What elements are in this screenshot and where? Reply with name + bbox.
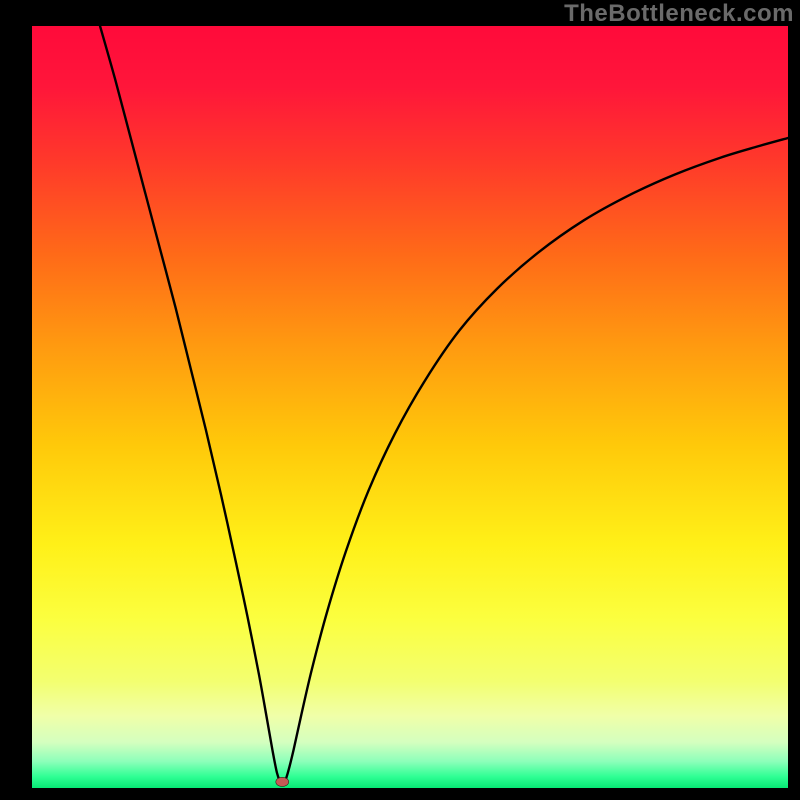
bottleneck-chart (0, 0, 800, 800)
watermark-text: TheBottleneck.com (564, 0, 794, 28)
bottleneck-marker (276, 777, 289, 786)
